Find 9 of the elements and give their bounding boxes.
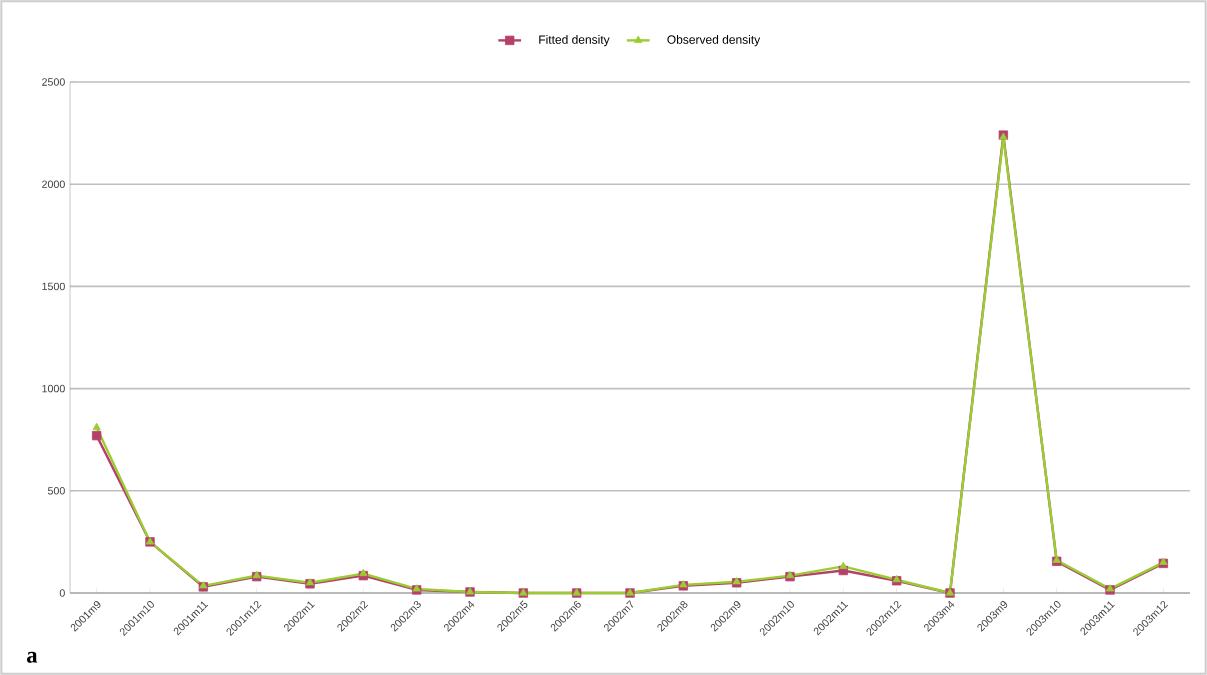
text: a bbox=[27, 651, 38, 663]
y-tick-label: 1500 bbox=[42, 282, 65, 291]
legend-label: Fitted density bbox=[539, 35, 610, 47]
y-tick-label: 2000 bbox=[42, 180, 65, 188]
y-tick-label: 1000 bbox=[42, 384, 65, 393]
y-tick-label: 0 bbox=[59, 589, 65, 597]
y-tick-label: 500 bbox=[47, 487, 65, 495]
legend-label: Observed density bbox=[667, 35, 761, 47]
y-tick-label: 2500 bbox=[42, 78, 65, 86]
